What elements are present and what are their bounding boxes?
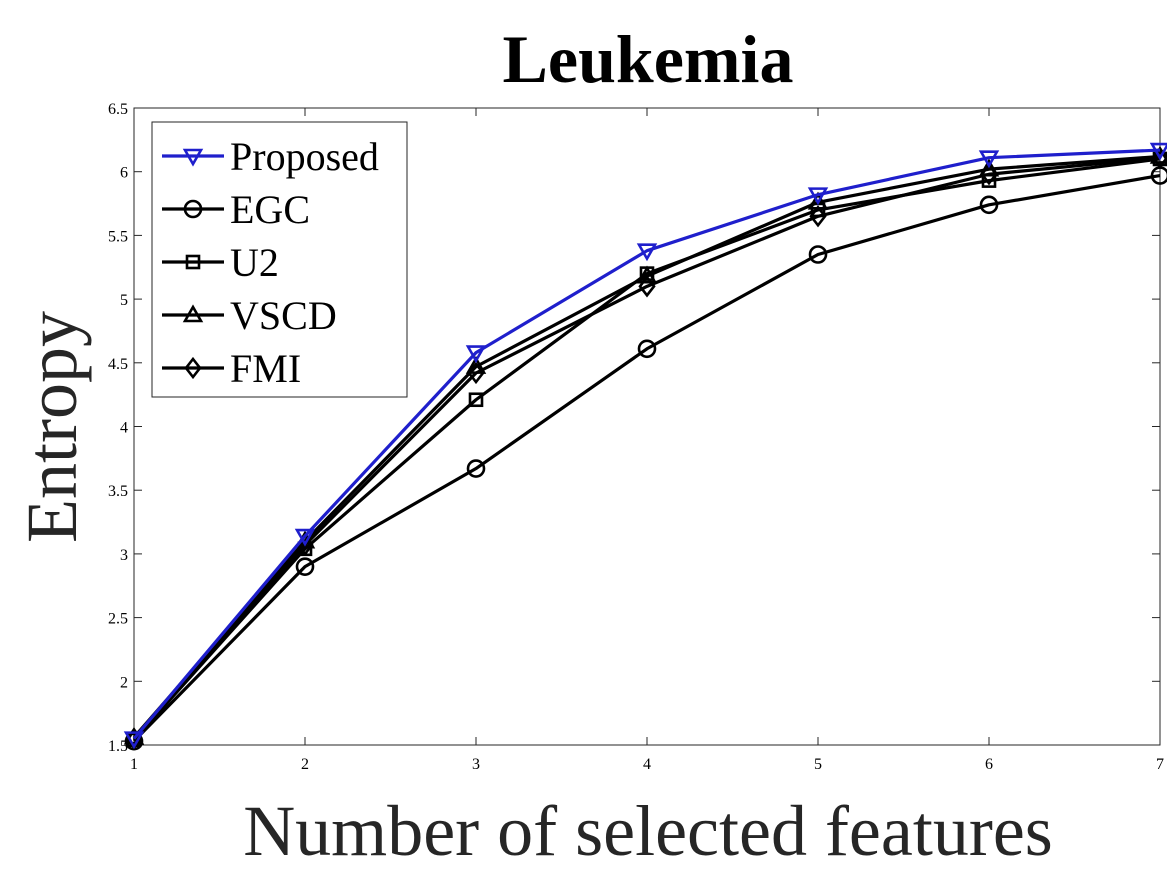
y-tick-label: 4: [120, 420, 128, 437]
legend-item-u2: U2: [162, 240, 279, 285]
data-point: [465, 345, 487, 364]
legend-marker: [185, 254, 201, 270]
legend-label: FMI: [230, 346, 301, 391]
legend-marker: [184, 356, 202, 380]
data-point: [466, 459, 486, 478]
legend-label: U2: [230, 240, 279, 285]
data-point: [808, 245, 828, 264]
data-point: [979, 195, 999, 215]
y-axis-label: Entropy: [12, 311, 92, 543]
legend-marker: [182, 148, 204, 167]
y-tick-label: 3: [120, 547, 128, 564]
plot-area: 1 2 3 4 5 6 7 1.5 2 2.5 3 3.5 4 4.5 5 5.5 6 6.5 Proposed EG…: [108, 101, 1167, 773]
x-tick-label: 7: [1156, 756, 1164, 773]
data-point: [295, 557, 315, 576]
series-line: [132, 173, 1161, 743]
y-tick-label: 6: [120, 165, 128, 182]
y-tick-label: 6.5: [108, 101, 128, 118]
y-tick-label: 2.5: [108, 611, 128, 628]
chart-title: Leukemia: [503, 21, 794, 97]
data-point: [468, 392, 484, 408]
legend-box: [151, 121, 408, 398]
x-tick-label: 6: [985, 756, 993, 773]
data-point: [467, 361, 485, 385]
legend-label: EGC: [230, 187, 310, 232]
y-tick-label: 5: [120, 292, 128, 309]
data-point: [636, 265, 658, 284]
legend-label: VSCD: [230, 293, 337, 338]
y-tick-label: 3.5: [108, 483, 128, 500]
data-point: [809, 205, 827, 228]
y-tick-label: 2: [120, 674, 128, 691]
series-line: [132, 148, 1161, 740]
legend-label: Proposed: [230, 134, 379, 179]
x-tick-label: 2: [301, 756, 309, 773]
data-point: [123, 731, 145, 750]
data-point: [1149, 142, 1167, 161]
series-proposed: [123, 142, 1167, 750]
x-tick-label: 5: [814, 756, 822, 773]
legend: Proposed EGC U2 VSCD FMI: [151, 121, 408, 398]
y-tick-label: 4.5: [108, 356, 128, 373]
legend-marker: [182, 304, 204, 323]
x-tick-label: 1: [130, 756, 138, 773]
series-line: [132, 157, 1161, 741]
legend-item-egc: EGC: [162, 187, 310, 232]
data-point: [1151, 146, 1167, 169]
data-point: [636, 243, 658, 262]
x-axis-label: Number of selected features: [243, 791, 1053, 871]
data-point: [638, 275, 656, 298]
legend-item-vscd: VSCD: [162, 293, 337, 338]
data-point: [807, 187, 829, 206]
y-tick-label: 1.5: [108, 738, 128, 755]
data-point: [294, 528, 316, 547]
y-tick-label: 5.5: [108, 228, 128, 245]
data-point: [637, 339, 657, 359]
legend-item-proposed: Proposed: [162, 134, 379, 179]
x-tick-label: 3: [472, 756, 480, 773]
legend-item-fmi: FMI: [162, 346, 301, 391]
legend-marker: [183, 199, 203, 219]
data-point: [978, 150, 1000, 169]
x-tick-label: 4: [643, 756, 651, 773]
data-point: [980, 163, 998, 186]
